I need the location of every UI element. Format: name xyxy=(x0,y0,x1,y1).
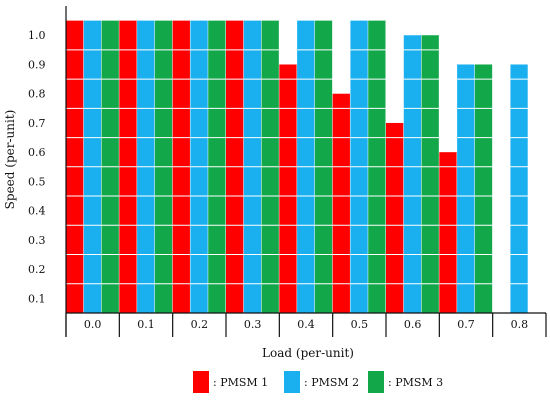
x-tick-labels: 0.0 0.1 0.2 0.3 0.4 0.5 0.6 0.7 0.8 xyxy=(84,318,528,331)
bar-pmsm2-load-0.8 xyxy=(510,64,529,313)
x-tick-label: 0.7 xyxy=(457,318,475,331)
x-tick-label: 0.1 xyxy=(137,318,155,331)
legend-swatch-pmsm3 xyxy=(368,371,384,393)
legend-label-pmsm1: : PMSM 1 xyxy=(213,376,268,389)
legend: : PMSM 1 : PMSM 2 : PMSM 3 xyxy=(193,371,443,393)
x-tick-label: 0.2 xyxy=(191,318,209,331)
bar-pmsm1-load-0.5 xyxy=(332,93,351,313)
bars-layer xyxy=(66,20,529,313)
bar-pmsm2-load-0.7 xyxy=(457,64,475,313)
legend-label-pmsm2: : PMSM 2 xyxy=(304,376,359,389)
axes-layer xyxy=(65,6,547,337)
x-tick-label: 0.8 xyxy=(511,318,529,331)
y-tick-label: 0.7 xyxy=(28,117,46,130)
bar-pmsm2-load-0.6 xyxy=(403,35,422,313)
bar-pmsm1-load-0.6 xyxy=(386,122,404,313)
legend-label-pmsm3: : PMSM 3 xyxy=(388,376,443,389)
bar-pmsm1-load-0.7 xyxy=(439,152,458,313)
y-tick-label: 1.0 xyxy=(28,29,46,42)
x-tick-label: 0.4 xyxy=(297,318,315,331)
legend-swatch-pmsm1 xyxy=(193,371,209,393)
y-tick-labels: 0.1 0.2 0.3 0.4 0.5 0.6 0.7 0.8 0.9 1.0 xyxy=(28,29,46,305)
x-tick-label: 0.6 xyxy=(404,318,422,331)
y-tick-label: 0.2 xyxy=(28,263,46,276)
y-tick-label: 0.5 xyxy=(28,175,46,188)
y-tick-label: 0.4 xyxy=(28,205,46,218)
bar-pmsm3-load-0.7 xyxy=(474,64,493,313)
x-tick-label: 0.5 xyxy=(351,318,369,331)
y-tick-label: 0.9 xyxy=(28,58,46,71)
y-tick-label: 0.6 xyxy=(28,146,46,159)
legend-swatch-pmsm2 xyxy=(284,371,300,393)
y-tick-label: 0.8 xyxy=(28,88,46,101)
y-axis-label: Speed (per-unit) xyxy=(3,110,17,210)
bar-pmsm3-load-0.6 xyxy=(421,35,440,313)
x-tick-label: 0.0 xyxy=(84,318,102,331)
y-tick-label: 0.3 xyxy=(28,234,46,247)
y-tick-label: 0.1 xyxy=(28,292,46,305)
x-tick-label: 0.3 xyxy=(244,318,262,331)
bar-pmsm1-load-0.4 xyxy=(279,64,298,313)
x-axis-label: Load (per-unit) xyxy=(262,346,354,360)
